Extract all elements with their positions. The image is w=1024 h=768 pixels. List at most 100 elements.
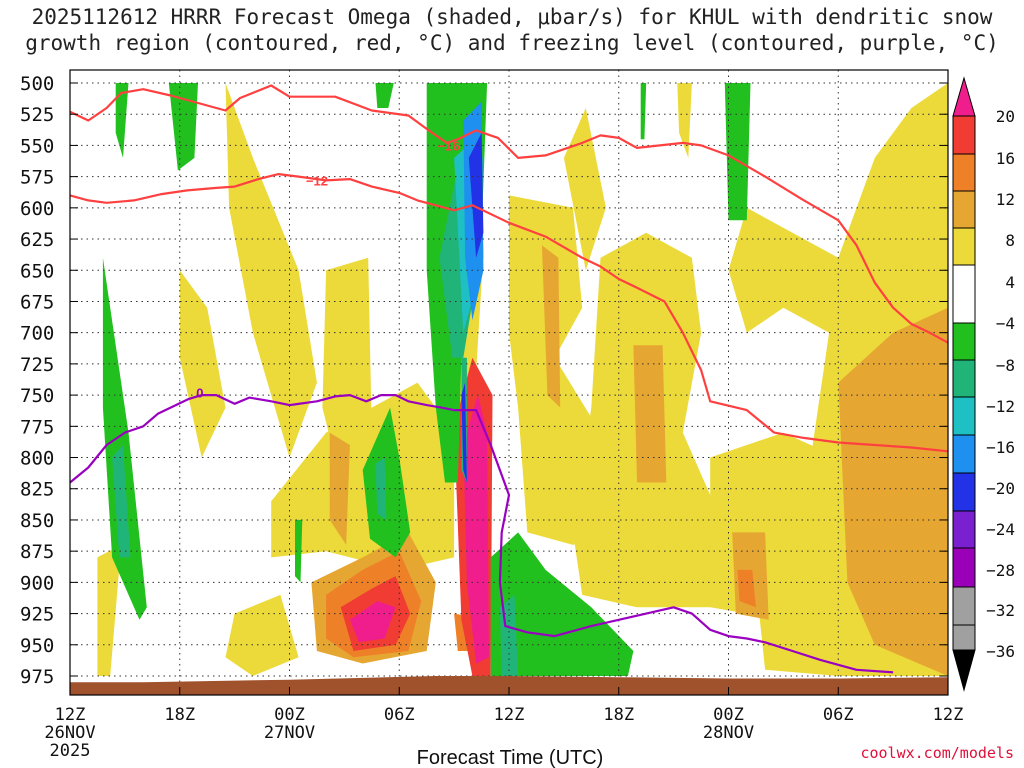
omega-region-23 <box>349 601 396 643</box>
omega-region-14 <box>541 245 561 408</box>
omega-region-38 <box>112 445 131 558</box>
colorbar-label: 4 <box>1005 273 1015 292</box>
colorbar-band-2 <box>952 153 976 192</box>
omega-region-32 <box>724 83 751 221</box>
x-tick-date: 26NOV <box>44 723 95 743</box>
y-tick-label-800: 800 <box>20 448 54 470</box>
colorbar-band-5 <box>952 264 976 324</box>
x-tick-label: 18Z <box>164 705 195 725</box>
colorbar-band-7 <box>952 359 976 398</box>
y-tick-label-650: 650 <box>20 260 54 282</box>
colorbar-band-8 <box>952 396 976 436</box>
y-tick-label-500: 500 <box>20 73 54 95</box>
freezing-level-line <box>69 394 894 674</box>
omega-region-33 <box>640 83 647 140</box>
x-tick-label: 12Z <box>55 705 86 725</box>
omega-region-39 <box>375 457 387 520</box>
pressure-axis: 500 525 550 575 600 625 650 675 700 725 750 775 800 8… <box>20 73 948 688</box>
y-tick-label-775: 775 <box>20 416 54 438</box>
colorbar-label: −12 <box>986 397 1015 416</box>
y-tick-label-875: 875 <box>20 541 54 563</box>
colorbar-band-4 <box>952 227 976 266</box>
y-tick-label-850: 850 <box>20 510 54 532</box>
x-tick-label: 12Z <box>933 705 964 725</box>
y-tick-label-550: 550 <box>20 135 54 157</box>
omega-shading-layer <box>97 83 948 676</box>
omega-region-34 <box>295 519 303 583</box>
x-axis-title: Forecast Time (UTC) <box>417 747 604 768</box>
x-tick-year: 2025 <box>50 741 91 761</box>
omega-region-30 <box>362 407 411 558</box>
chart-title: 2025112612 HRRR Forecast Omega (shaded, … <box>0 4 1024 56</box>
x-tick-label: 18Z <box>603 705 634 725</box>
x-tick-label: 12Z <box>494 705 525 725</box>
omega-region-44 <box>468 132 484 258</box>
y-tick-label-925: 925 <box>20 604 54 626</box>
omega-region-8 <box>677 83 692 158</box>
colorbar-band-11 <box>952 510 976 549</box>
colorbar-band-13 <box>952 586 976 626</box>
y-tick-label-525: 525 <box>20 104 54 126</box>
omega-region-35 <box>375 83 394 108</box>
colorbar-label: −4 <box>996 314 1015 333</box>
omega-region-25 <box>463 395 489 664</box>
watermark: coolwx.com/models <box>860 744 1014 762</box>
dendritic-upper-isotherm-line <box>69 84 949 344</box>
chart-title-line-1: 2025112612 HRRR Forecast Omega (shaded, … <box>31 5 993 29</box>
omega-region-16 <box>838 307 948 676</box>
colorbar-band-1 <box>952 115 976 155</box>
colorbar-label: 8 <box>1005 231 1015 250</box>
colorbar-label: 16 <box>996 149 1015 168</box>
colorbar-band-last <box>952 624 976 651</box>
omega-region-28 <box>168 83 198 171</box>
x-tick-label: 00Z <box>274 705 305 725</box>
omega-region-6 <box>563 108 606 271</box>
colorbar-label: 12 <box>996 190 1015 209</box>
omega-region-0 <box>225 83 317 458</box>
x-tick-label: 06Z <box>384 705 415 725</box>
y-tick-label-600: 600 <box>20 198 54 220</box>
colorbar-band-3 <box>952 190 976 229</box>
colorbar-cap-bottom <box>952 649 976 692</box>
y-tick-label-675: 675 <box>20 291 54 313</box>
colorbar-label: −24 <box>986 520 1015 539</box>
colorbar-band-10 <box>952 472 976 512</box>
colorbar-label: −20 <box>986 479 1015 498</box>
contour-layer: −16 −12 0 <box>69 84 949 674</box>
colorbar-cap-top <box>952 76 976 117</box>
colorbar-band-12 <box>952 547 976 588</box>
colorbar-label: −16 <box>986 438 1015 457</box>
x-tick-label: 06Z <box>823 705 854 725</box>
dendritic-upper-isotherm-label: −16 <box>438 138 460 153</box>
colorbar-label: −32 <box>986 601 1015 620</box>
omega-region-21 <box>737 569 756 608</box>
y-tick-label-625: 625 <box>20 229 54 251</box>
colorbar-label: −36 <box>986 642 1015 661</box>
colorbar-band-6 <box>952 322 976 361</box>
omega-region-27 <box>102 257 147 620</box>
y-tick-label-575: 575 <box>20 167 54 189</box>
dendritic-lower-isotherm-line <box>69 173 949 453</box>
y-tick-label-975: 975 <box>20 666 54 688</box>
colorbar-label: −28 <box>986 561 1015 580</box>
y-tick-label-700: 700 <box>20 323 54 345</box>
omega-region-31 <box>490 532 634 676</box>
freezing-level-label: 0 <box>196 386 203 401</box>
grid-layer <box>70 70 948 695</box>
colorbar-band-9 <box>952 434 976 474</box>
colorbar-label: 20 <box>996 107 1015 126</box>
omega-region-45 <box>461 382 467 483</box>
y-tick-label-825: 825 <box>20 479 54 501</box>
colorbar-label: −8 <box>996 356 1015 375</box>
dendritic-lower-isotherm-label: −12 <box>306 173 328 188</box>
chart-title-line-2: growth region (contoured, red, °C) and f… <box>25 31 999 55</box>
x-tick-label: 00Z <box>713 705 744 725</box>
omega-region-29 <box>115 83 129 158</box>
y-tick-label-900: 900 <box>20 572 54 594</box>
x-tick-date: 28NOV <box>703 723 754 743</box>
y-tick-label-725: 725 <box>20 354 54 376</box>
x-tick-date: 27NOV <box>264 723 315 743</box>
omega-region-12 <box>225 594 299 676</box>
